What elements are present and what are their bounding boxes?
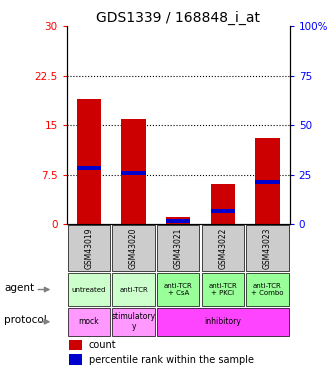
Text: protocol: protocol [4, 315, 47, 325]
Bar [69, 354, 82, 365]
Bar [157, 308, 289, 336]
Text: GSM43020: GSM43020 [129, 227, 138, 269]
Bar [121, 171, 146, 174]
Bar [246, 273, 289, 306]
Bar [68, 225, 110, 271]
Text: agent: agent [4, 283, 34, 293]
Bar [166, 217, 190, 224]
Bar [68, 273, 110, 306]
Text: count: count [89, 340, 117, 350]
Text: stimulatory
y: stimulatory y [112, 312, 156, 332]
Bar [255, 180, 280, 184]
Bar [121, 118, 146, 224]
Bar [69, 339, 82, 350]
Text: untreated: untreated [72, 286, 106, 292]
Bar [201, 225, 244, 271]
Bar [68, 308, 110, 336]
Text: GSM43021: GSM43021 [173, 227, 183, 269]
Bar [112, 225, 155, 271]
Text: mock: mock [79, 317, 99, 326]
Bar [112, 308, 155, 336]
Bar [77, 99, 101, 224]
Bar [166, 219, 190, 224]
Bar [157, 225, 199, 271]
Bar [112, 273, 155, 306]
Text: GSM43022: GSM43022 [218, 227, 227, 269]
Text: GSM43019: GSM43019 [84, 227, 94, 269]
Bar [201, 273, 244, 306]
Title: GDS1339 / 168848_i_at: GDS1339 / 168848_i_at [96, 11, 260, 25]
Bar [255, 138, 280, 224]
Text: inhibitory: inhibitory [204, 317, 241, 326]
Text: anti-TCR: anti-TCR [119, 286, 148, 292]
Bar [246, 225, 289, 271]
Text: percentile rank within the sample: percentile rank within the sample [89, 355, 254, 365]
Bar [77, 166, 101, 170]
Text: anti-TCR
+ CsA: anti-TCR + CsA [164, 283, 192, 296]
Text: anti-TCR
+ Combo: anti-TCR + Combo [251, 283, 284, 296]
Bar [210, 184, 235, 224]
Text: GSM43023: GSM43023 [263, 227, 272, 269]
Bar [210, 209, 235, 213]
Bar [157, 273, 199, 306]
Text: anti-TCR
+ PKCi: anti-TCR + PKCi [208, 283, 237, 296]
